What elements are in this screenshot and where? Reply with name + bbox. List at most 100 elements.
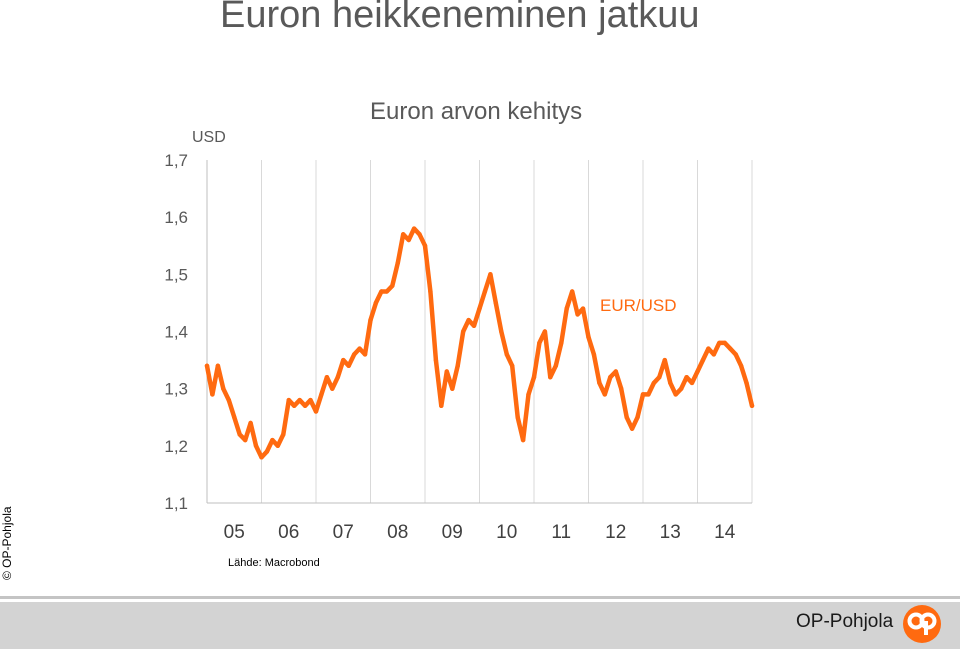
data-point [471,323,477,328]
data-point [526,392,531,397]
data-point [679,386,684,391]
data-point [586,335,591,340]
data-point [531,375,537,380]
data-point [221,386,226,391]
op-logo-icon [903,605,941,643]
data-point [640,392,646,397]
grid-layer [206,160,753,503]
data-point [379,289,384,294]
data-point [591,352,597,357]
data-point [738,363,744,368]
slide-title: Euron heikkeneminen jatkuu [220,0,700,36]
data-point [673,392,678,397]
data-point [210,392,215,397]
y-tick-label: 1,5 [164,265,188,284]
data-point [722,340,727,346]
data-point [482,289,488,294]
x-tick-label: 09 [442,522,463,543]
data-point [384,289,389,294]
data-point [401,232,406,237]
data-point [259,455,264,460]
y-tick-label: 1,2 [164,437,188,456]
data-point [308,397,313,403]
data-point [548,375,553,380]
data-point [286,397,291,403]
x-tick-label: 07 [333,522,354,543]
data-point [466,317,471,323]
data-point [455,363,460,368]
data-point [439,403,444,408]
data-point [717,340,722,346]
data-point [406,237,411,243]
data-point [689,380,695,386]
x-tick-label: 10 [496,522,517,543]
data-point [357,346,362,351]
data-point [417,232,422,237]
data-point [602,392,607,397]
y-tick-label: 1,3 [164,380,188,399]
data-point [411,226,417,231]
data-point [428,289,433,294]
data-point [695,369,700,374]
data-point [270,437,275,443]
data-point [733,352,738,357]
x-tick-label: 13 [660,522,681,543]
chart-title: Euron arvon kehitys [370,98,583,125]
footer-bar [0,596,960,649]
y-tick-label: 1,4 [164,323,188,342]
data-point [619,386,624,391]
data-point [499,329,504,334]
data-point [668,380,673,386]
data-point [559,340,564,346]
data-point [390,283,395,288]
x-tick-label: 05 [224,522,245,543]
data-point [744,380,749,386]
data-point [493,300,498,306]
data-point [253,443,259,448]
data-point [635,415,640,420]
data-point [395,260,400,266]
x-tick-label: 08 [387,522,408,543]
data-point [444,369,449,374]
x-tick-label: 06 [278,522,299,543]
data-point [613,369,618,374]
data-point [564,306,569,311]
data-point [433,357,439,363]
data-point [728,346,733,351]
x-tick-label: 11 [551,522,571,543]
y-tick-label: 1,7 [164,151,188,170]
series-label-eur-usd: EUR/USD [600,296,677,315]
data-point [477,306,482,311]
data-point [450,386,455,391]
data-point [651,380,657,386]
data-point [646,392,651,397]
data-point [575,312,580,317]
data-point [608,375,613,380]
x-tick-label: 12 [605,522,626,543]
data-point [215,363,221,368]
data-point [330,386,335,391]
data-point [504,352,509,357]
data-point [232,415,237,420]
data-point [346,363,351,368]
data-point [313,409,319,414]
data-point [275,443,280,448]
data-point [711,352,716,357]
data-point [624,415,629,420]
data-point [657,375,662,380]
y-tick-label: 1,6 [164,208,188,227]
data-point [629,426,635,431]
data-point [553,363,558,368]
data-point [368,317,373,323]
data-point [264,449,270,454]
data-point [537,340,542,346]
data-point [461,329,466,334]
data-point [204,363,210,368]
data-point [324,375,330,380]
data-point [706,346,711,351]
data-point [297,397,302,403]
source-note: Lähde: Macrobond [228,557,320,569]
data-point [248,420,253,426]
data-point [684,375,689,380]
data-point [510,363,515,368]
